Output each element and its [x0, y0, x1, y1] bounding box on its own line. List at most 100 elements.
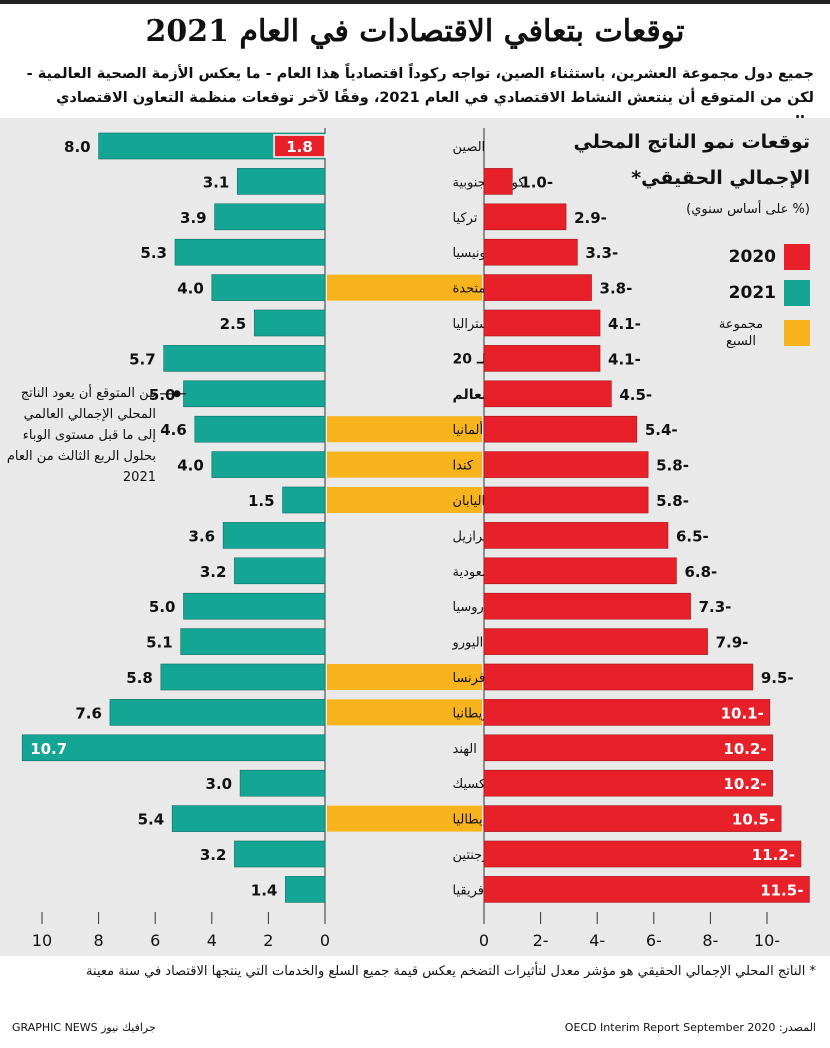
g7-highlight — [327, 805, 482, 832]
world-annotation: من المتوقع أن يعود الناتج المحلي الإجمال… — [6, 386, 156, 485]
legend-item-2020: 2020 — [729, 244, 810, 270]
legend-swatch-g7 — [784, 320, 810, 346]
value-label-2021: 3.2 — [200, 563, 227, 581]
bar-2021 — [211, 274, 326, 301]
annotation-dot — [173, 390, 181, 398]
bar-2020 — [483, 486, 649, 514]
top-rule — [0, 0, 830, 4]
value-label-2020: 9.5- — [761, 669, 794, 687]
value-label-2020: 7.9- — [716, 634, 749, 652]
value-label-2020: 5.8- — [656, 492, 689, 510]
bar-2021 — [183, 592, 326, 620]
bar-2021 — [160, 663, 326, 691]
bar-2021 — [253, 309, 326, 337]
bar-2021 — [285, 876, 326, 903]
g7-highlight — [327, 487, 482, 513]
country-label: العالم — [453, 387, 492, 403]
country-label: بريطانيا — [453, 706, 494, 721]
value-label-2021: 1.4 — [251, 881, 278, 899]
credit: GRAPHIC NEWS جرافيك نيوز — [12, 1021, 156, 1034]
bar-2020 — [483, 805, 782, 832]
value-label-2021: 5.8 — [126, 669, 153, 687]
value-label-2020: 4.1- — [608, 315, 641, 333]
g7-highlight — [327, 274, 482, 301]
bar-2020 — [483, 168, 513, 195]
bar-2020 — [483, 628, 708, 655]
bar-2020 — [483, 522, 669, 549]
bar-2020 — [483, 203, 567, 231]
value-label-2021: 3.2 — [200, 846, 227, 864]
bar-2020 — [483, 592, 691, 620]
tick-label-2020: 4- — [589, 931, 605, 950]
value-label-2021: 3.9 — [180, 209, 207, 227]
bar-2021 — [234, 557, 326, 585]
value-label-2021: 5.0 — [149, 598, 176, 616]
value-label-2021: 3.1 — [203, 173, 230, 191]
source: المصدر: OECD Interim Report September 20… — [564, 1021, 816, 1034]
value-label-2021: 2.5 — [220, 315, 247, 333]
tick-label-2021: 6 — [150, 931, 160, 950]
value-label-2020: 6.8- — [684, 563, 717, 581]
value-label-2021: 3.0 — [206, 775, 233, 793]
value-label-2020: 2.9- — [574, 209, 607, 227]
bar-2020 — [483, 769, 773, 797]
country-label: فرنسا — [453, 671, 486, 686]
value-label-2021: 5.1 — [146, 634, 173, 652]
value-label-2020: 5.4- — [645, 421, 678, 439]
bar-2020 — [483, 451, 649, 478]
bar-2021 — [236, 168, 326, 195]
bar-2021 — [234, 840, 326, 868]
tick-label-2020: 8- — [702, 931, 718, 950]
g7-highlight — [327, 664, 482, 690]
chart-title: توقعات بتعافي الاقتصادات في العام 2021 — [145, 14, 685, 49]
legend-item-2021: 2021 — [729, 280, 810, 306]
value-label-2021: 4.0 — [177, 457, 204, 475]
value-label-2021: 5.7 — [129, 350, 156, 368]
g7-highlight — [327, 416, 482, 443]
bar-2021 — [194, 415, 326, 443]
value-label-2020: 3.3- — [585, 244, 618, 262]
value-label-2020: 4.1- — [608, 350, 641, 368]
bar-2021 — [239, 769, 326, 797]
bar-2020 — [273, 134, 326, 158]
value-label-2021: 10.7 — [30, 740, 67, 758]
value-label-2021: 5.0 — [149, 386, 176, 404]
value-label-2020: 7.3- — [699, 598, 732, 616]
bar-2020 — [483, 415, 638, 443]
tick-label-2020: 10- — [754, 931, 780, 950]
value-label-2020: 1.0- — [520, 173, 553, 191]
value-label-2020: 10.2- — [723, 775, 766, 793]
value-label-2021: 4.6 — [160, 421, 187, 439]
bar-2021 — [211, 451, 326, 478]
value-label-2020: 11.2- — [752, 846, 795, 864]
value-label-2021: 8.0 — [64, 138, 91, 156]
legend-title-line-2: الإجمالي الحقيقي* — [631, 167, 810, 189]
legend-title: توقعات نمو الناتج المحلي الإجمالي الحقيق… — [510, 124, 811, 196]
value-label-2020: 10.5- — [732, 811, 775, 829]
tick-label-2021: 2 — [263, 931, 273, 950]
value-label-2020: 10.2- — [723, 740, 766, 758]
footnote: * الناتج المحلي الإجمالي الحقيقي هو مؤشر… — [86, 964, 816, 979]
legend-item-g7: مجموعة السبع — [706, 316, 810, 350]
legend-swatch-2021 — [784, 280, 810, 306]
country-label: ألمانيا — [453, 421, 484, 438]
value-label-2020: 11.5- — [760, 881, 803, 899]
legend-label-2021: 2021 — [728, 283, 776, 303]
value-label-2020: 6.5- — [676, 527, 709, 545]
bar-2021 — [222, 522, 326, 549]
bar-2021 — [282, 486, 326, 514]
tick-label-2021: 10 — [32, 931, 52, 950]
bar-2021 — [171, 805, 326, 832]
bar-2020 — [483, 699, 771, 726]
bar-2020 — [483, 380, 612, 408]
value-label-2020: 4.5- — [619, 386, 652, 404]
country-label: أستراليا — [453, 315, 494, 332]
value-label-2021: 5.3 — [140, 244, 167, 262]
bar-2020 — [483, 345, 601, 372]
bar-2021 — [180, 628, 326, 655]
bar-2020 — [483, 840, 802, 868]
country-label: إيطاليا — [453, 813, 487, 828]
value-label-2021: 4.0 — [177, 280, 204, 298]
legend-label-2020: 2020 — [728, 247, 776, 267]
